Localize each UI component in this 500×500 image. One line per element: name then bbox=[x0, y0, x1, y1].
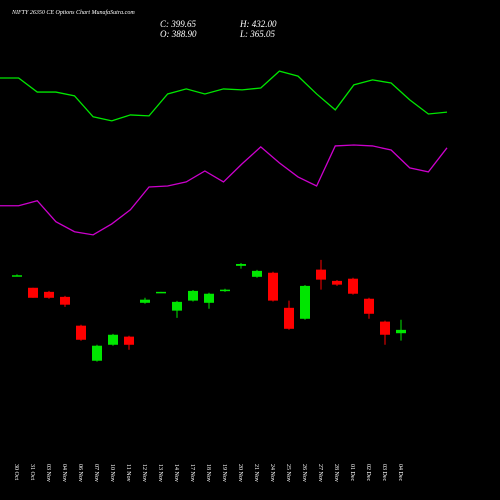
x-tick-label: 31 Oct bbox=[29, 464, 35, 480]
low-label: L: 365.05 bbox=[239, 29, 276, 39]
x-tick-label: 11 Nov bbox=[125, 464, 131, 482]
candle-body bbox=[172, 301, 182, 311]
x-tick-label: 07 Nov bbox=[93, 464, 99, 482]
x-tick-label: 24 Nov bbox=[269, 464, 275, 482]
x-tick-label: 02 Dec bbox=[365, 464, 371, 481]
chart-title: NIFTY 26350 CE Options Chart MunafaSutra… bbox=[11, 9, 135, 16]
candle-body bbox=[316, 269, 326, 280]
candle-body bbox=[396, 329, 406, 334]
candle-body bbox=[188, 290, 198, 301]
x-tick-label: 06 Nov bbox=[77, 464, 83, 482]
x-tick-label: 10 Nov bbox=[109, 464, 115, 482]
high-label: H: 432.00 bbox=[239, 19, 277, 29]
candle-body bbox=[268, 272, 278, 301]
candle-body bbox=[380, 321, 390, 335]
x-tick-label: 20 Nov bbox=[237, 464, 243, 482]
x-tick-label: 30 Oct bbox=[13, 464, 19, 480]
x-tick-label: 01 Dec bbox=[349, 464, 355, 481]
x-tick-label: 18 Nov bbox=[205, 464, 211, 482]
candle-body bbox=[300, 285, 310, 319]
candle-body bbox=[108, 334, 118, 345]
x-tick-label: 04 Nov bbox=[61, 464, 67, 482]
x-tick-label: 03 Dec bbox=[381, 464, 387, 481]
x-tick-label: 21 Nov bbox=[253, 464, 259, 482]
candle-body bbox=[76, 325, 86, 340]
x-tick-label: 25 Nov bbox=[285, 464, 291, 482]
candle-body bbox=[284, 307, 294, 329]
candle-body bbox=[220, 289, 230, 292]
x-tick-label: 12 Nov bbox=[141, 464, 147, 482]
x-tick-label: 28 Nov bbox=[333, 464, 339, 482]
indicator-line bbox=[0, 70, 448, 122]
candle-body bbox=[124, 336, 134, 345]
x-tick-label: 14 Nov bbox=[173, 464, 179, 482]
candle-body bbox=[156, 291, 166, 294]
candle-body bbox=[140, 299, 150, 303]
open-label: O: 388.90 bbox=[160, 29, 197, 39]
x-tick-label: 19 Nov bbox=[221, 464, 227, 482]
candle-body bbox=[364, 298, 374, 314]
candle-body bbox=[92, 345, 102, 361]
x-tick-label: 03 Nov bbox=[45, 464, 51, 482]
candle-body bbox=[60, 296, 70, 305]
candle-body bbox=[204, 293, 214, 303]
candle-body bbox=[252, 270, 262, 277]
close-label: C: 399.65 bbox=[160, 19, 197, 29]
candle-body bbox=[44, 291, 54, 298]
x-tick-label: 13 Nov bbox=[157, 464, 163, 482]
candle-body bbox=[332, 280, 342, 285]
x-tick-label: 26 Nov bbox=[301, 464, 307, 482]
x-tick-label: 04 Dec bbox=[397, 464, 403, 481]
candle-body bbox=[12, 275, 22, 277]
candle-body bbox=[28, 287, 38, 298]
indicator-line bbox=[0, 144, 448, 236]
candle-body bbox=[236, 263, 246, 266]
x-tick-label: 17 Nov bbox=[189, 464, 195, 482]
x-tick-label: 27 Nov bbox=[317, 464, 323, 482]
candle-body bbox=[348, 278, 358, 294]
